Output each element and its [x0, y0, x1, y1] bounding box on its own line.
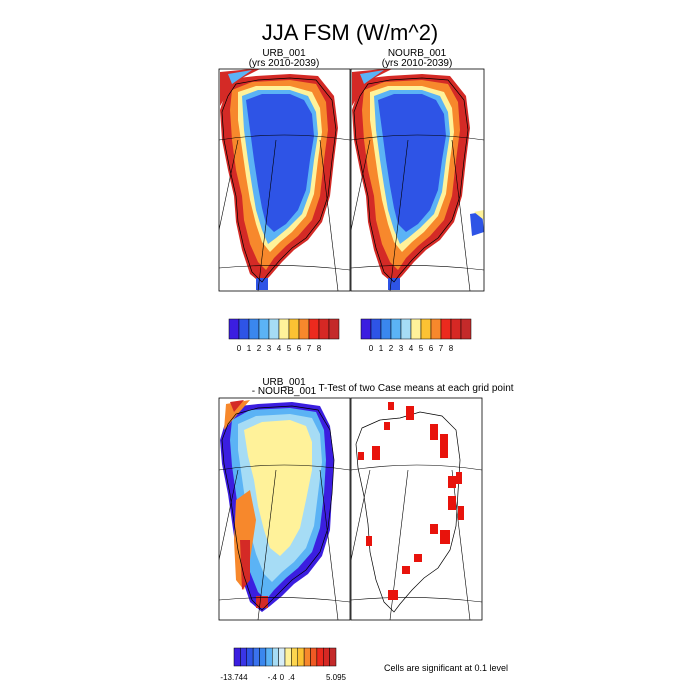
- cb3-swatch: [265, 647, 273, 667]
- cb3-swatch: [252, 647, 260, 667]
- cb1-swatch: [278, 318, 290, 340]
- cb3-swatch: [316, 647, 324, 667]
- colorbar-tick-label: 5: [287, 344, 292, 353]
- colorbar-tick-label: 5.095: [326, 673, 347, 682]
- cb1-swatch: [248, 318, 260, 340]
- panel-diff-title: URB_001: [262, 377, 306, 388]
- cb1-swatch: [318, 318, 330, 340]
- cb3-swatch: [329, 647, 337, 667]
- cb2-swatch: [440, 318, 452, 340]
- colorbar-tick-label: 8: [317, 344, 322, 353]
- cb3-swatch: [291, 647, 298, 667]
- cb1-swatch: [328, 318, 340, 340]
- colorbar-tick-label: 8: [449, 344, 454, 353]
- panel-urb-map: [219, 69, 350, 291]
- cb2-swatch: [460, 318, 472, 340]
- colorbar-tick-label: 5: [419, 344, 424, 353]
- cb3-swatch: [278, 647, 286, 667]
- panel-nourb-subtitle: (yrs 2010-2039): [382, 58, 453, 69]
- colorbar-tick-label: .4: [288, 673, 295, 682]
- cb3-swatch: [297, 647, 305, 667]
- colorbar-tick-label: 7: [439, 344, 444, 353]
- cb3-swatch: [233, 647, 241, 667]
- cb2-swatch: [410, 318, 422, 340]
- cb1-swatch: [268, 318, 280, 340]
- cb3-swatch: [323, 647, 330, 667]
- cb1-swatch: [258, 318, 270, 340]
- colorbar-tick-label: 4: [277, 344, 282, 353]
- colorbar-tick-label: -.4: [268, 673, 278, 682]
- colorbar-tick-label: 0: [369, 344, 374, 353]
- colorbar-tick-label: 7: [307, 344, 312, 353]
- cb3-swatch: [272, 647, 279, 667]
- figure-title: JJA FSM (W/m^2): [262, 20, 439, 45]
- colorbar-tick-label: 6: [429, 344, 434, 353]
- cb3-swatch: [246, 647, 254, 667]
- cb3-swatch: [310, 647, 318, 667]
- cb1-swatch: [288, 318, 300, 340]
- greenland-blue-interior: [246, 94, 314, 232]
- colorbar-tick-label: 6: [297, 344, 302, 353]
- cb2-swatch: [420, 318, 432, 340]
- greenland-outline: [355, 411, 461, 613]
- panel-urb-subtitle: (yrs 2010-2039): [249, 58, 320, 69]
- significant-cells: [358, 402, 464, 600]
- cb2-swatch: [360, 318, 372, 340]
- cb3-swatch: [303, 647, 311, 667]
- colorbar-diff: -13.744 -.4 0.4 5.095: [220, 647, 347, 682]
- panel-ttest-frame: [350, 397, 483, 621]
- panel-urb-title: URB_001: [262, 48, 306, 59]
- cb2-swatch: [430, 318, 442, 340]
- colorbar-tick-label: 0: [237, 344, 242, 353]
- cb3-swatch: [240, 647, 247, 667]
- cb1-swatch: [308, 318, 320, 340]
- significance-note: Cells are significant at 0.1 level: [384, 663, 508, 673]
- colorbar-tick-label: 0: [280, 673, 285, 682]
- colorbar-tick-label: 3: [399, 344, 404, 353]
- panel-ttest-title: T-Test of two Case means at each grid po…: [318, 383, 513, 394]
- panel-nourb-map: [351, 69, 484, 291]
- diff-yellow-interior: [244, 420, 312, 556]
- cb3-swatch: [284, 647, 292, 667]
- cb2-swatch: [400, 318, 412, 340]
- panel-ttest-map: [351, 398, 482, 620]
- colorbar-tick-label: 1: [379, 344, 384, 353]
- cb3-swatch: [259, 647, 267, 667]
- cb1-swatch: [238, 318, 250, 340]
- cb2-swatch: [380, 318, 392, 340]
- cb1-swatch: [298, 318, 310, 340]
- panel-nourb-frame: [350, 68, 485, 292]
- panel-diff-map: [219, 398, 350, 620]
- panel-urb-frame: [218, 68, 351, 292]
- panel-diff-frame: [218, 397, 351, 621]
- panel-nourb-title: NOURB_001: [388, 48, 447, 59]
- panel-diff-subtitle: - NOURB_001: [252, 386, 317, 397]
- colorbar-tick-label: 3: [267, 344, 272, 353]
- colorbar-tick-label: 2: [257, 344, 262, 353]
- colorbar-tick-label: 1: [247, 344, 252, 353]
- colorbar-tick-label: 2: [389, 344, 394, 353]
- cb2-swatch: [370, 318, 382, 340]
- cb2-swatch: [450, 318, 462, 340]
- cb2-swatch: [390, 318, 402, 340]
- colorbar-tick-label: -13.744: [220, 673, 248, 682]
- colorbar-tick-label: 4: [409, 344, 414, 353]
- cb1-swatch: [228, 318, 240, 340]
